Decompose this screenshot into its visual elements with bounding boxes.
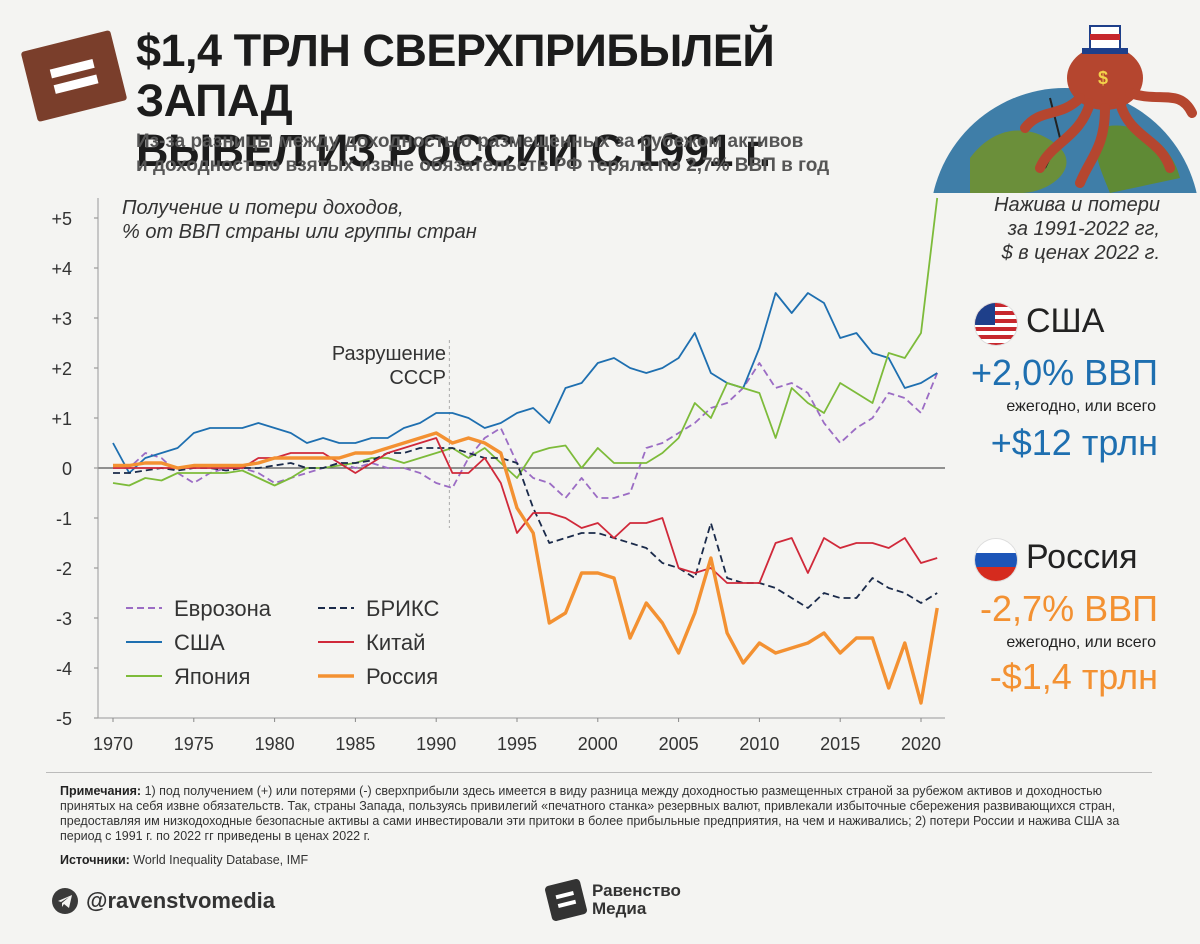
svg-text:$: $ bbox=[1098, 68, 1108, 88]
russia-total: -$1,4 трлн bbox=[989, 656, 1158, 697]
x-tick-label-10: 2020 bbox=[901, 734, 941, 754]
usa-total: +$12 трлн bbox=[990, 422, 1158, 463]
y-tick-label-8: -3 bbox=[56, 609, 72, 629]
chart-caption: Получение и потери доходов, % от ВВП стр… bbox=[122, 196, 477, 244]
sources: Источники: World Inequality Database, IM… bbox=[60, 853, 1150, 868]
russia-every-text: ежегодно, или всего bbox=[1006, 634, 1156, 651]
sources-text: World Inequality Database, IMF bbox=[129, 853, 309, 867]
y-tick-label-5: 0 bbox=[62, 459, 72, 479]
y-tick-label-1: +4 bbox=[51, 259, 72, 279]
chart-legend: Еврозона США Япония БРИКС Китай Россия bbox=[126, 596, 439, 689]
legend-label-3: БРИКС bbox=[366, 596, 439, 621]
ussr-annotation-line-1: Разрушение bbox=[331, 343, 446, 365]
side-caption-line-1: Нажива и потери bbox=[994, 194, 1160, 216]
notes: Примечания: 1) под получением (+) или по… bbox=[60, 784, 1150, 868]
page-subtitle: Из-за разницы между доходностью размещен… bbox=[136, 130, 926, 178]
social-handle-text: @ravenstvomedia bbox=[86, 888, 275, 913]
series-line-0 bbox=[113, 362, 939, 499]
x-tick-label-9: 2015 bbox=[820, 734, 860, 754]
usa-every-text: ежегодно, или всего bbox=[1006, 398, 1156, 415]
sources-label: Источники: bbox=[60, 853, 130, 867]
title-line-1: $1,4 ТРЛН СВЕРХПРИБЫЛЕЙ ЗАПАД bbox=[136, 25, 775, 126]
brand-logo bbox=[20, 29, 128, 123]
title-line-2: ВЫВЕЛ ИЗ РОССИИ С 1991 г. bbox=[136, 125, 771, 176]
page-title: $1,4 ТРЛН СВЕРХПРИБЫЛЕЙ ЗАПАД ВЫВЕЛ ИЗ Р… bbox=[136, 26, 926, 176]
series-line-3 bbox=[113, 447, 938, 609]
social-handle[interactable]: @ravenstvomedia bbox=[52, 888, 275, 914]
brand-line-1: Равенство bbox=[592, 881, 681, 900]
russia-label: Россия bbox=[1026, 538, 1138, 576]
brand-line-2: Медиа bbox=[592, 899, 647, 918]
notes-divider bbox=[46, 772, 1152, 773]
brand-name: Равенство Медиа bbox=[592, 882, 681, 918]
notes-paragraph: Примечания: 1) под получением (+) или по… bbox=[60, 784, 1150, 844]
y-tick-label-3: +2 bbox=[51, 359, 72, 379]
y-tick-label-10: -5 bbox=[56, 709, 72, 729]
x-tick-label-3: 1985 bbox=[335, 734, 375, 754]
legend-label-4: Китай bbox=[366, 630, 425, 655]
x-tick-label-7: 2005 bbox=[659, 734, 699, 754]
side-caption-line-2: за 1991-2022 гг, bbox=[1007, 218, 1160, 240]
russia-gdp-pct: -2,7% ВВП bbox=[980, 588, 1158, 629]
octopus-icon bbox=[1067, 46, 1143, 110]
x-tick-label-8: 2010 bbox=[739, 734, 779, 754]
y-tick-label-0: +5 bbox=[51, 209, 72, 229]
legend-label-5: Россия bbox=[366, 664, 438, 689]
y-tick-label-6: -1 bbox=[56, 509, 72, 529]
series-line-2 bbox=[112, 197, 939, 487]
notes-text: 1) под получением (+) или потерями (-) с… bbox=[60, 784, 1120, 843]
ussr-annotation-line-2: СССР bbox=[389, 367, 446, 389]
x-tick-label-1: 1975 bbox=[174, 734, 214, 754]
telegram-icon bbox=[52, 888, 78, 914]
legend-label-2: Япония bbox=[174, 664, 250, 689]
y-tick-label-4: +1 bbox=[51, 409, 72, 429]
brand-mark: Равенство Медиа bbox=[544, 878, 681, 922]
series-line-5 bbox=[113, 431, 939, 705]
y-tick-label-2: +3 bbox=[51, 309, 72, 329]
income-loss-chart: +5 +4 +3 +2 +1 0 -1 -2 -3 -4 -5 1970 1975 1980 1985 199… bbox=[51, 197, 945, 754]
usa-label: США bbox=[1026, 302, 1105, 340]
usa-gdp-pct: +2,0% ВВП bbox=[971, 352, 1158, 393]
y-tick-label-9: -4 bbox=[56, 659, 72, 679]
chart-caption-line-1: Получение и потери доходов, bbox=[122, 197, 404, 219]
chart-series bbox=[112, 197, 939, 705]
ussr-annotation: Разрушение СССР bbox=[300, 342, 446, 390]
side-caption-line-3: $ в ценах 2022 г. bbox=[1001, 242, 1160, 264]
side-caption: Нажива и потери за 1991-2022 гг, $ в цен… bbox=[994, 193, 1160, 265]
usa-flag-icon bbox=[974, 302, 1018, 346]
brand-logo-icon bbox=[544, 878, 588, 922]
series-line-4 bbox=[113, 437, 938, 584]
subtitle-line-1: Из-за разницы между доходностью размещен… bbox=[136, 131, 804, 152]
x-tick-label-0: 1970 bbox=[93, 734, 133, 754]
chart-caption-line-2: % от ВВП страны или группы стран bbox=[122, 221, 477, 243]
legend-label-0: Еврозона bbox=[174, 596, 272, 621]
legend-label-1: США bbox=[174, 630, 225, 655]
series-line-1 bbox=[112, 292, 938, 474]
x-tick-label-6: 2000 bbox=[578, 734, 618, 754]
octopus-globe-illustration: $ bbox=[933, 25, 1197, 193]
x-tick-label-2: 1980 bbox=[255, 734, 295, 754]
x-tick-label-4: 1990 bbox=[416, 734, 456, 754]
russia-flag-icon bbox=[974, 538, 1018, 582]
x-tick-label-5: 1995 bbox=[497, 734, 537, 754]
logo-bar-bottom bbox=[53, 74, 99, 94]
subtitle-line-2: и доходностью взятых извне обязательств … bbox=[136, 155, 830, 176]
notes-label: Примечания: bbox=[60, 784, 142, 798]
y-tick-label-7: -2 bbox=[56, 559, 72, 579]
